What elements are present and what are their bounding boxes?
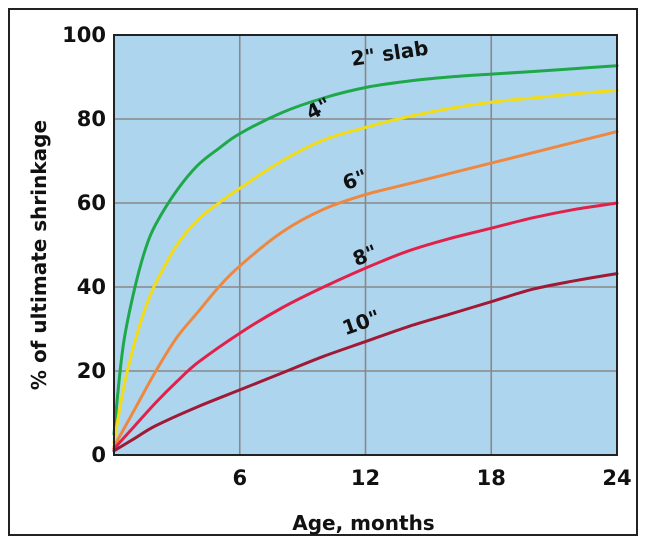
y-tick-label: 60 <box>77 191 106 215</box>
y-tick-label: 20 <box>77 359 106 383</box>
y-tick-label: 100 <box>62 23 106 47</box>
x-tick-label: 6 <box>232 466 247 490</box>
x-tick-labels: 6 12 18 24 <box>232 466 631 490</box>
y-tick-label: 80 <box>77 107 106 131</box>
x-tick-label: 12 <box>351 466 380 490</box>
y-tick-labels: 0 20 40 60 80 100 <box>62 23 106 467</box>
plot-border <box>113 34 618 456</box>
y-tick-label: 40 <box>77 275 106 299</box>
x-axis-title: Age, months <box>292 511 434 535</box>
series-line-2 <box>112 130 619 449</box>
series-line-3 <box>112 201 619 451</box>
series-line-0 <box>112 64 619 436</box>
x-tick-label: 24 <box>602 466 631 490</box>
y-axis-title: % of ultimate shrinkage <box>27 120 51 390</box>
series-line-1 <box>112 88 619 444</box>
x-tick-label: 18 <box>477 466 506 490</box>
series-lines <box>112 64 619 453</box>
y-tick-label: 0 <box>91 443 106 467</box>
series-line-4 <box>112 272 619 453</box>
